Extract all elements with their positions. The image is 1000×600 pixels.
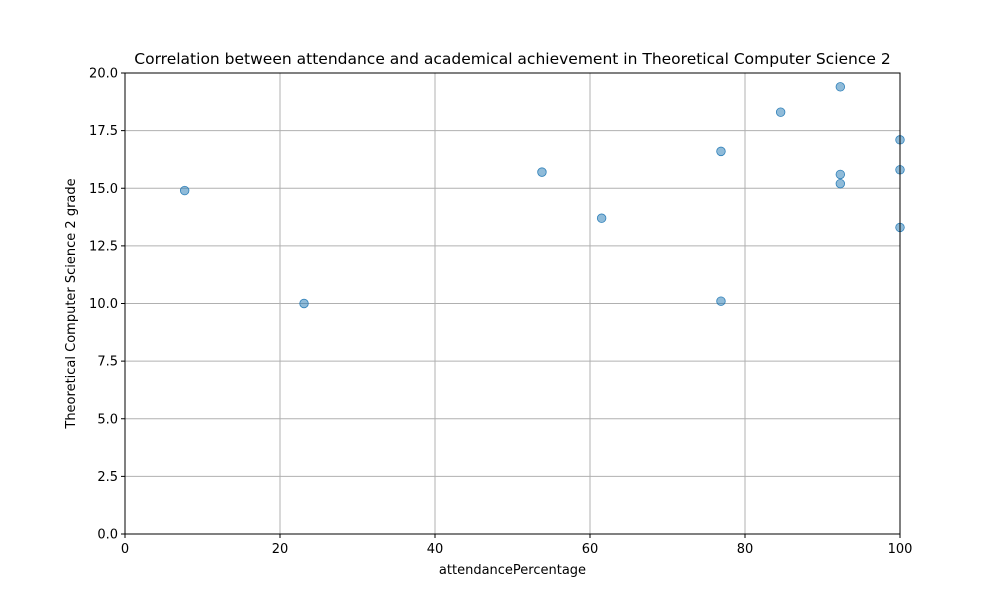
y-tick-label: 10.0	[89, 297, 118, 312]
y-tick-label: 12.5	[89, 239, 118, 254]
x-tick-label: 80	[737, 542, 754, 557]
y-tick-label: 2.5	[97, 470, 118, 485]
y-tick-label: 20.0	[89, 67, 118, 82]
x-tick-label: 20	[272, 542, 289, 557]
data-points	[179, 82, 905, 309]
y-tick-label: 7.5	[97, 355, 118, 370]
y-tick-label: 17.5	[89, 124, 118, 139]
x-axis-label: attendancePercentage	[439, 563, 586, 578]
chart-title: Correlation between attendance and acade…	[134, 50, 890, 68]
x-tick-label: 60	[582, 542, 599, 557]
scatter-point	[775, 107, 786, 117]
y-axis-ticks: 0.0 2.5 5.0 7.5 10.0 12.5 15.0 17.5 20.0	[89, 67, 125, 543]
x-axis-ticks: 0 20 40 60 80 100	[121, 534, 913, 557]
scatter-point	[716, 296, 726, 306]
scatter-point	[596, 213, 607, 223]
scatter-point	[835, 169, 846, 180]
y-tick-label: 15.0	[89, 182, 118, 197]
y-tick-label: 5.0	[97, 412, 118, 427]
scatter-point	[835, 82, 846, 92]
scatter-point	[835, 178, 846, 189]
y-axis-label: Theoretical Computer Science 2 grade	[64, 178, 79, 429]
x-tick-label: 0	[121, 542, 129, 557]
x-tick-label: 100	[888, 542, 913, 557]
scatter-point	[299, 298, 309, 309]
scatter-point	[179, 185, 190, 196]
y-tick-label: 0.0	[97, 528, 118, 543]
x-tick-label: 40	[427, 542, 444, 557]
scatter-point	[537, 167, 547, 177]
scatter-point	[716, 146, 726, 157]
